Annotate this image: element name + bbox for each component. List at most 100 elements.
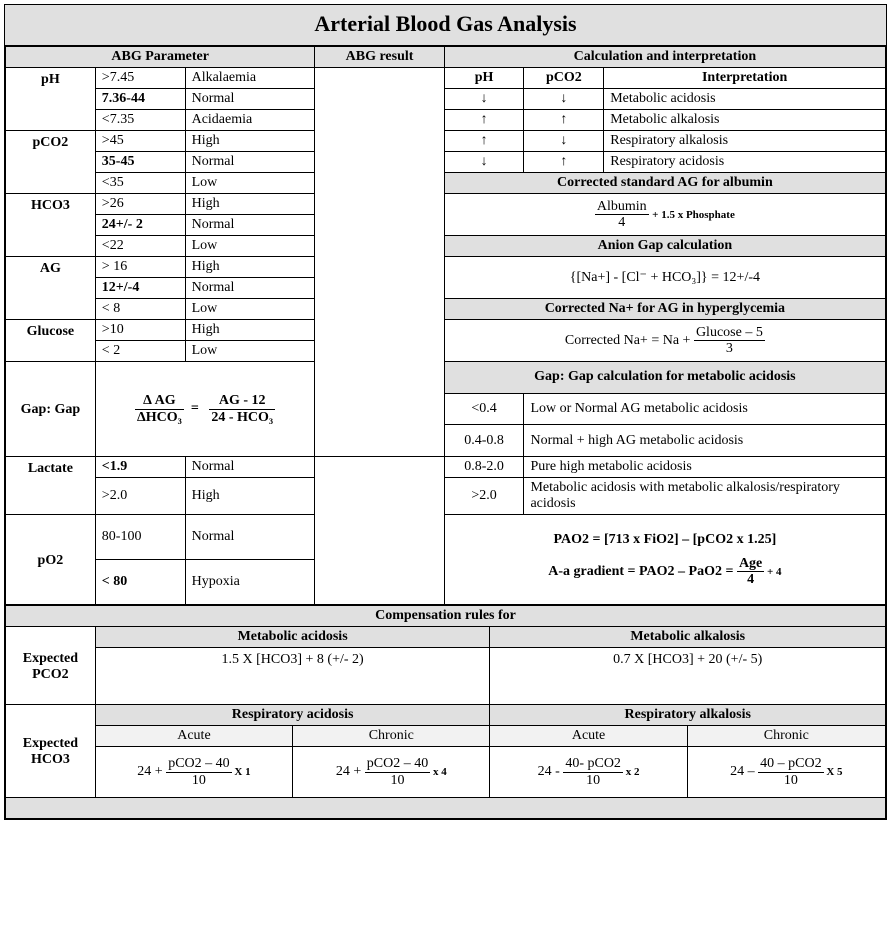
ph-r2v: 7.36-44 — [95, 89, 185, 110]
pco2-r2v: 35-45 — [95, 152, 185, 173]
pao2-formula: PAO2 = [713 x FiO2] – [pCO2 x 1.25] A-a … — [444, 515, 885, 605]
lactate-r1t: Normal — [185, 457, 315, 478]
hdr-na-hyper: Corrected Na+ for AG in hyperglycemia — [444, 299, 885, 320]
gg0-v: <0.4 — [444, 393, 524, 425]
resp-acid-hdr: Respiratory acidosis — [95, 705, 490, 726]
ph-r1v: >7.45 — [95, 68, 185, 89]
hco3-r1t: High — [185, 194, 315, 215]
gg1-t: Normal + high AG metabolic acidosis — [524, 425, 886, 457]
exp-hco3-label: Expected HCO3 — [6, 705, 96, 798]
ir0-txt: Metabolic acidosis — [604, 89, 886, 110]
glucose-name: Glucose — [6, 320, 96, 362]
rk-acute-hdr: Acute — [490, 726, 687, 747]
lactate-r2t: High — [185, 478, 315, 515]
hco3-r1v: >26 — [95, 194, 185, 215]
ir2-ph: ↑ — [444, 131, 524, 152]
na-formula: Corrected Na+ = Na + Glucose – 53 — [444, 320, 885, 362]
met-acid-hdr: Metabolic acidosis — [95, 627, 490, 648]
hdr-anion: Anion Gap calculation — [444, 236, 885, 257]
footer-spacer — [6, 798, 886, 819]
pco2-r3t: Low — [185, 173, 315, 194]
ph-r2t: Normal — [185, 89, 315, 110]
hdr-calc: Calculation and interpretation — [444, 47, 885, 68]
ag-r2v: 12+/-4 — [95, 278, 185, 299]
lactate-r2v: >2.0 — [95, 478, 185, 515]
abg-table: Arterial Blood Gas Analysis ABG Paramete… — [4, 4, 887, 820]
main-table: ABG Parameter ABG result Calculation and… — [5, 46, 886, 605]
met-alk-hdr: Metabolic alkalosis — [490, 627, 886, 648]
gapgap-name: Gap: Gap — [6, 362, 96, 457]
ir2-pco2: ↓ — [524, 131, 604, 152]
rk-chron-f: 24 – 40 – pCO210 X 5 — [687, 747, 885, 798]
ir3-txt: Respiratory acidosis — [604, 152, 886, 173]
result-blank-2 — [315, 457, 444, 605]
gg3-v: >2.0 — [444, 478, 524, 515]
pco2-r3v: <35 — [95, 173, 185, 194]
ra-chron-f: 24 + pCO2 – 4010 x 4 — [293, 747, 490, 798]
ag-r1v: > 16 — [95, 257, 185, 278]
compensation-table: Compensation rules for Expected PCO2 Met… — [5, 605, 886, 819]
hdr-param: ABG Parameter — [6, 47, 315, 68]
hco3-name: HCO3 — [6, 194, 96, 257]
hco3-r3t: Low — [185, 236, 315, 257]
glucose-r2t: Low — [185, 341, 315, 362]
ir0-ph: ↓ — [444, 89, 524, 110]
ag-r3t: Low — [185, 299, 315, 320]
ihead-interp: Interpretation — [604, 68, 886, 89]
ir1-txt: Metabolic alkalosis — [604, 110, 886, 131]
result-blank — [315, 68, 444, 457]
glucose-r1t: High — [185, 320, 315, 341]
ag-name: AG — [6, 257, 96, 320]
po2-r2t: Hypoxia — [185, 560, 315, 605]
ir1-pco2: ↑ — [524, 110, 604, 131]
rk-chronic-hdr: Chronic — [687, 726, 885, 747]
comp-title: Compensation rules for — [6, 606, 886, 627]
anion-formula: {[Na+] - [Cl⁻ + HCO₃]} = 12+/-4 — [444, 257, 885, 299]
ir0-pco2: ↓ — [524, 89, 604, 110]
ph-r3t: Acidaemia — [185, 110, 315, 131]
gg1-v: 0.4-0.8 — [444, 425, 524, 457]
ph-r3v: <7.35 — [95, 110, 185, 131]
po2-r2v: < 80 — [95, 560, 185, 605]
albumin-formula: Albumin4 + 1.5 x Phosphate — [444, 194, 885, 236]
ra-chronic-hdr: Chronic — [293, 726, 490, 747]
pco2-r1t: High — [185, 131, 315, 152]
ir3-pco2: ↑ — [524, 152, 604, 173]
hco3-r2t: Normal — [185, 215, 315, 236]
ra-acute-hdr: Acute — [95, 726, 292, 747]
ihead-ph: pH — [444, 68, 524, 89]
gg2-v: 0.8-2.0 — [444, 457, 524, 478]
exp-pco2-label: Expected PCO2 — [6, 627, 96, 705]
lactate-name: Lactate — [6, 457, 96, 515]
hco3-r2v: 24+/- 2 — [95, 215, 185, 236]
ma-formula: 1.5 X [HCO3] + 8 (+/- 2) — [95, 648, 490, 705]
lactate-r1v: <1.9 — [95, 457, 185, 478]
ir2-txt: Respiratory alkalosis — [604, 131, 886, 152]
pco2-r2t: Normal — [185, 152, 315, 173]
hdr-gapgap: Gap: Gap calculation for metabolic acido… — [444, 362, 885, 394]
pco2-name: pCO2 — [6, 131, 96, 194]
ph-name: pH — [6, 68, 96, 131]
mak-formula: 0.7 X [HCO3] + 20 (+/- 5) — [490, 648, 886, 705]
hdr-albumin: Corrected standard AG for albumin — [444, 173, 885, 194]
po2-r1t: Normal — [185, 515, 315, 560]
ag-r3v: < 8 — [95, 299, 185, 320]
ir1-ph: ↑ — [444, 110, 524, 131]
resp-alk-hdr: Respiratory alkalosis — [490, 705, 886, 726]
gg2-t: Pure high metabolic acidosis — [524, 457, 886, 478]
glucose-r1v: >10 — [95, 320, 185, 341]
gg3-t: Metabolic acidosis with metabolic alkalo… — [524, 478, 886, 515]
hdr-result: ABG result — [315, 47, 444, 68]
po2-name: pO2 — [6, 515, 96, 605]
gg0-t: Low or Normal AG metabolic acidosis — [524, 393, 886, 425]
pco2-r1v: >45 — [95, 131, 185, 152]
ra-acute-f: 24 + pCO2 – 4010 X 1 — [95, 747, 292, 798]
po2-r1v: 80-100 — [95, 515, 185, 560]
ph-r1t: Alkalaemia — [185, 68, 315, 89]
rk-acute-f: 24 - 40- pCO210 x 2 — [490, 747, 687, 798]
page-title: Arterial Blood Gas Analysis — [5, 5, 886, 46]
ag-r1t: High — [185, 257, 315, 278]
ihead-pco2: pCO2 — [524, 68, 604, 89]
gapgap-formula: Δ AGΔHCO₃ = AG - 1224 - HCO₃ — [95, 362, 315, 457]
glucose-r2v: < 2 — [95, 341, 185, 362]
